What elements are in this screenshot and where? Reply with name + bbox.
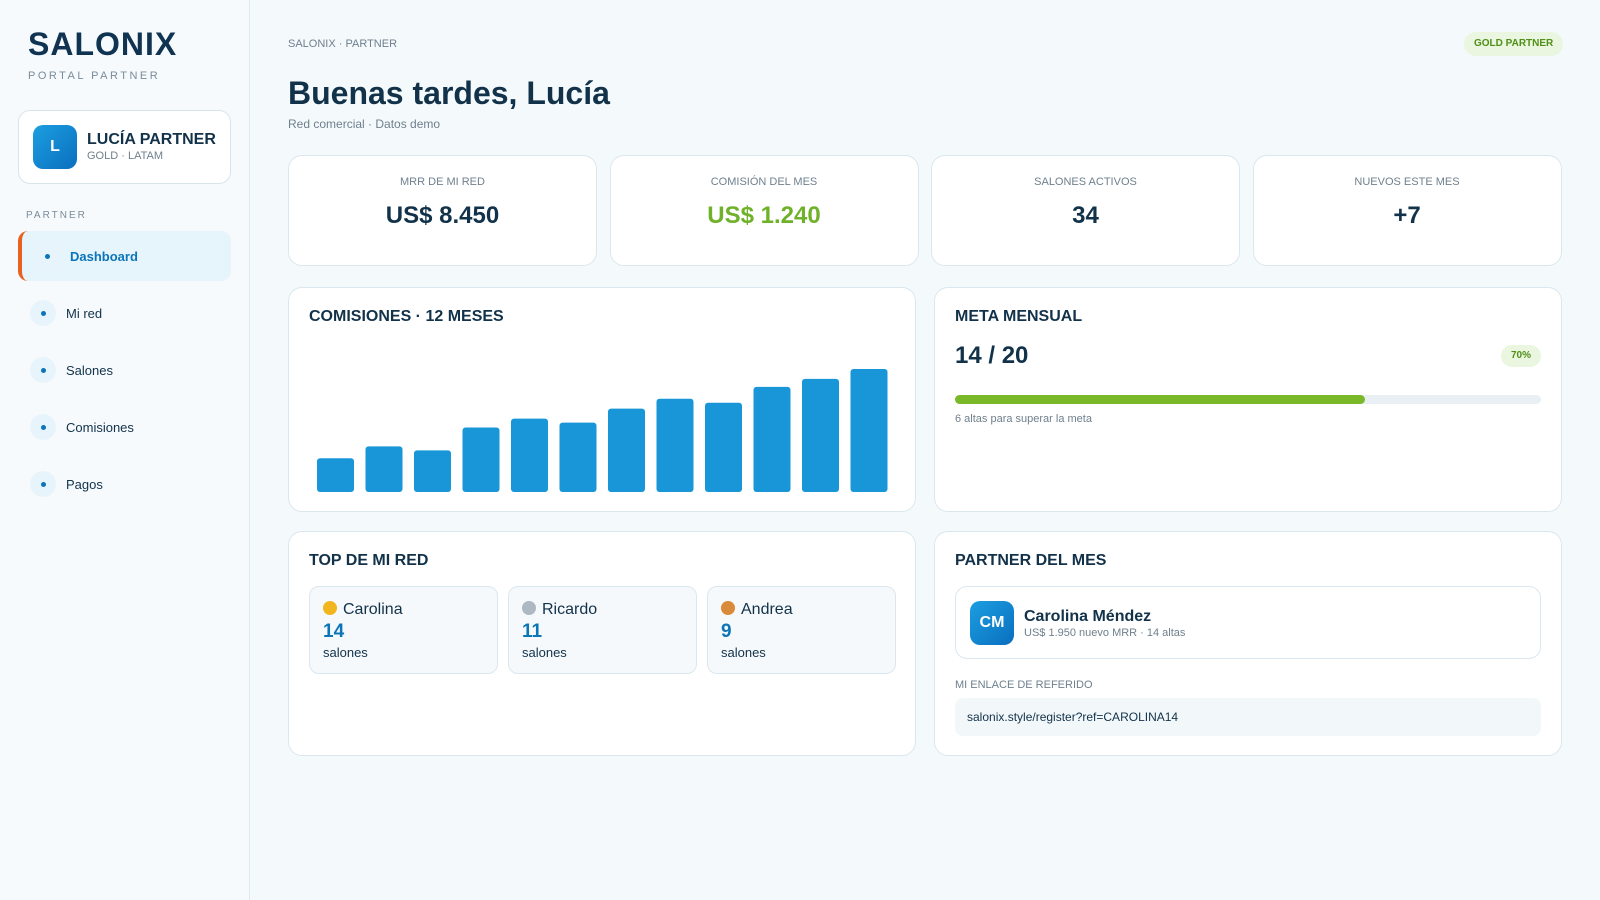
goal-card: META MENSUAL 14 / 20 70% 6 altas para su… <box>934 287 1562 512</box>
referral-label: MI ENLACE DE REFERIDO <box>955 679 1093 691</box>
top-title: TOP DE MI RED <box>309 552 429 569</box>
bar <box>559 422 597 492</box>
medal-icon <box>323 601 337 615</box>
brand-subtitle: PORTAL PARTNER <box>28 70 161 82</box>
progress-track <box>955 395 1541 404</box>
medal-icon <box>522 601 536 615</box>
referral-link[interactable]: salonix.style/register?ref=CAROLINA14 <box>955 698 1541 736</box>
nav-item[interactable]: Mi red <box>18 288 231 338</box>
top-card: TOP DE MI RED Carolina 14 salones Ricardo 11… <box>288 531 916 756</box>
kpi-label: COMISIÓN DEL MES <box>710 176 818 188</box>
medal-icon <box>721 601 735 615</box>
bar <box>802 378 839 492</box>
kpi-value: US$ 8.450 <box>385 202 500 229</box>
profile-card: L LUCÍA PARTNER GOLD · LATAM <box>18 110 231 184</box>
goal-progress: 14 / 20 <box>955 342 1029 369</box>
bar <box>462 427 500 492</box>
top-count: 9 <box>721 621 732 642</box>
goal-title: META MENSUAL <box>955 308 1083 325</box>
nav-label: Mi red <box>66 305 103 321</box>
top-unit: salones <box>522 645 567 660</box>
partner-name: Carolina Méndez <box>1024 608 1152 625</box>
nav-item[interactable]: Salones <box>18 345 231 395</box>
bar <box>365 446 403 492</box>
partner-box: CM Carolina Méndez US$ 1.950 nuevo MRR ·… <box>955 586 1541 659</box>
breadcrumb: SALONIX · PARTNER <box>288 38 398 50</box>
bar <box>608 408 645 492</box>
kpi-card: COMISIÓN DEL MES US$ 1.240 <box>609 155 919 266</box>
sidebar: SALONIX PORTAL PARTNER L LUCÍA PARTNER G… <box>0 0 250 900</box>
bar <box>656 398 694 492</box>
nav-icon <box>30 300 56 326</box>
top-count: 11 <box>522 621 543 642</box>
top-count: 14 <box>323 621 345 642</box>
top-name-row: Carolina <box>323 601 403 619</box>
nav-icon <box>34 243 60 269</box>
kpi-card: MRR DE MI RED US$ 8.450 <box>288 155 597 266</box>
top-name-row: Andrea <box>721 601 793 619</box>
top-item: Carolina 14 salones <box>309 586 498 674</box>
chart-card: COMISIONES · 12 MESES <box>288 287 916 512</box>
brand: SALONIX <box>28 26 178 62</box>
bar <box>753 386 791 492</box>
bar <box>850 369 888 492</box>
partner-avatar: CM <box>970 601 1014 645</box>
kpi-label: SALONES ACTIVOS <box>1034 176 1137 188</box>
goal-note: 6 altas para superar la meta <box>955 413 1092 425</box>
nav-label: Dashboard <box>70 248 138 264</box>
nav-icon <box>30 414 56 440</box>
partner-title: PARTNER DEL MES <box>955 552 1107 569</box>
greeting: Buenas tardes, Lucía <box>288 75 610 111</box>
top-unit: salones <box>721 645 766 660</box>
kpi-card: SALONES ACTIVOS 34 <box>931 155 1240 266</box>
kpi-value: 34 <box>1072 202 1099 229</box>
nav-item[interactable]: Dashboard <box>18 231 231 281</box>
top-name-row: Ricardo <box>522 601 597 619</box>
nav-label: Pagos <box>66 476 103 492</box>
nav-icon <box>30 471 56 497</box>
nav-icon <box>30 357 56 383</box>
kpi-card: NUEVOS ESTE MES +7 <box>1252 155 1562 266</box>
bar <box>705 402 742 492</box>
chart-title: COMISIONES · 12 MESES <box>309 308 504 325</box>
bar <box>317 458 354 492</box>
nav-item[interactable]: Pagos <box>18 459 231 509</box>
profile-name: LUCÍA PARTNER <box>87 131 216 148</box>
bar <box>511 418 548 492</box>
profile-tier: GOLD · LATAM <box>87 150 163 162</box>
kpi-value: US$ 1.240 <box>707 202 821 229</box>
avatar: L <box>33 125 77 169</box>
partner-card: PARTNER DEL MES CM Carolina Méndez US$ 1… <box>934 531 1562 756</box>
top-name: Andrea <box>741 601 793 618</box>
kpi-label: NUEVOS ESTE MES <box>1354 176 1460 188</box>
top-name: Ricardo <box>542 601 598 618</box>
top-unit: salones <box>323 645 368 660</box>
nav-label: Comisiones <box>66 419 134 435</box>
nav-item[interactable]: Comisiones <box>18 402 231 452</box>
top-name: Carolina <box>343 601 403 618</box>
badge: GOLD PARTNER <box>1464 32 1564 56</box>
kpi-label: MRR DE MI RED <box>400 176 485 188</box>
nav-section: PARTNER <box>26 210 87 221</box>
nav-label: Salones <box>66 362 113 378</box>
partner-detail: US$ 1.950 nuevo MRR · 14 altas <box>1024 627 1186 639</box>
bar <box>414 450 451 492</box>
progress-fill <box>955 395 1366 404</box>
top-item: Andrea 9 salones <box>707 586 896 674</box>
bar-chart <box>317 369 888 492</box>
top-item: Ricardo 11 salones <box>508 586 697 674</box>
kpi-value: +7 <box>1393 202 1421 229</box>
goal-percent: 70% <box>1501 345 1541 367</box>
subtitle: Red comercial · Datos demo <box>288 117 441 131</box>
